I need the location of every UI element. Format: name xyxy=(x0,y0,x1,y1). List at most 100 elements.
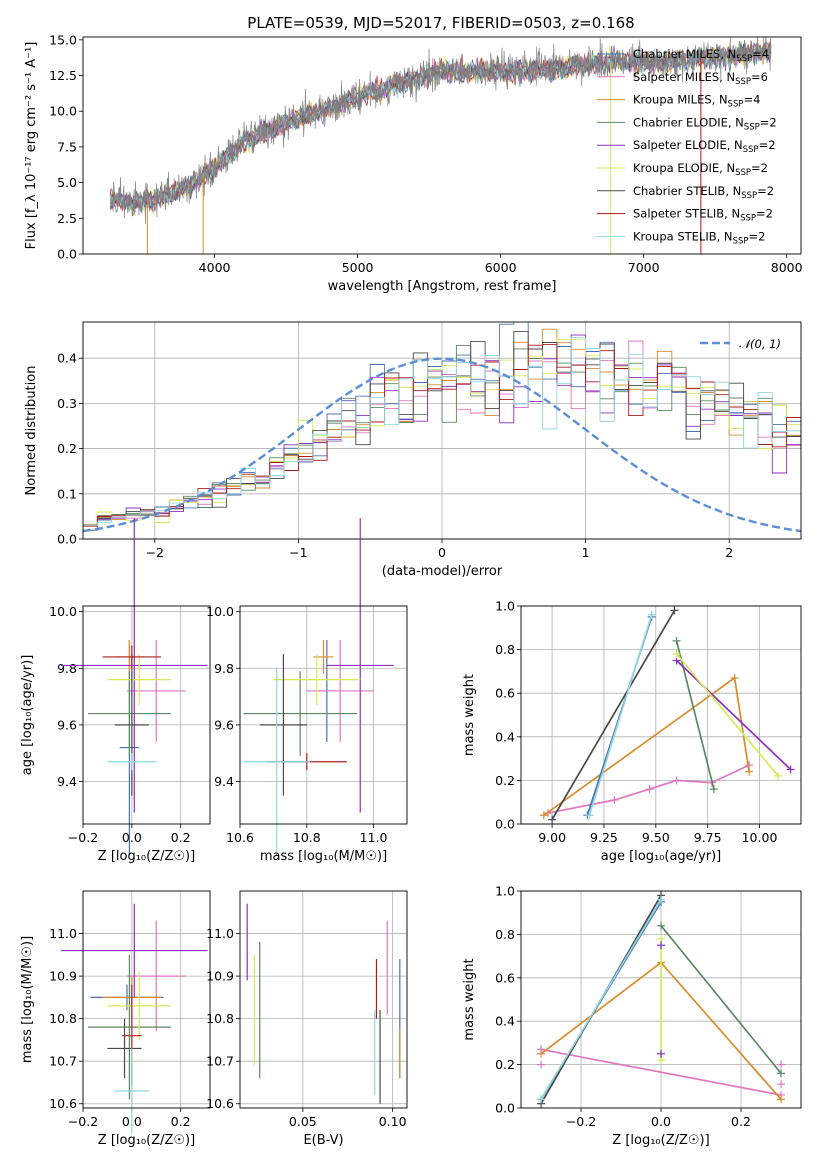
y-tick-label: 5.0 xyxy=(57,175,77,190)
x-tick-label: 0.2 xyxy=(731,1114,751,1129)
legend-label: Salpeter MILES, N xyxy=(633,70,735,84)
legend-entry: Salpeter STELIB, NSSP=2 xyxy=(633,207,773,224)
x-tick-label: 5000 xyxy=(342,260,374,275)
legend-label: 𝒩(0, 1) xyxy=(739,337,781,351)
axes-frame xyxy=(82,36,802,255)
model-spectrum-line xyxy=(109,42,772,211)
x-tick-label: −0.2 xyxy=(68,1114,98,1129)
legend-label: Chabrier ELODIE, N xyxy=(633,115,744,129)
x-axis-label: mass [log₁₀(M/M☉)] xyxy=(260,849,387,864)
histogram-step-line xyxy=(83,344,801,527)
histogram-step-line xyxy=(83,337,801,526)
x-tick-label: 0.0 xyxy=(651,1114,671,1129)
x-axis-label: age [log₁₀(age/yr)] xyxy=(601,849,722,864)
legend-suffix: =4 xyxy=(752,47,769,61)
x-tick-label: 9.50 xyxy=(642,830,670,845)
errorbar-salpeter_miles xyxy=(306,639,374,742)
y-tick-label: 0.8 xyxy=(495,927,515,942)
x-tick-label: 0.2 xyxy=(171,830,191,845)
errorbar-salpeter_elodie xyxy=(61,903,208,998)
x-tick-label: 0.0 xyxy=(122,830,142,845)
x-tick-label: 1 xyxy=(582,545,590,560)
y-tick-label: 9.4 xyxy=(214,774,234,789)
x-tick-label: 9.25 xyxy=(590,830,618,845)
y-tick-label: 0.0 xyxy=(57,247,77,262)
age-vs-z-panel: −0.2 0.0 0.2 9.4 9.6 9.8 10.0 Z [log₁₀(Z/Z☉)] ag… xyxy=(20,518,211,864)
y-tick-label: 10.9 xyxy=(49,969,77,984)
y-tick-label: 1.0 xyxy=(495,599,515,614)
series-line xyxy=(676,659,792,771)
errorbar-chabrier_elodie xyxy=(87,954,171,1100)
x-tick-label: 10.8 xyxy=(293,830,321,845)
series-line xyxy=(551,609,676,821)
axes-frame xyxy=(520,890,802,1109)
x-tick-label: −0.2 xyxy=(68,830,98,845)
y-tick-label: 12.5 xyxy=(49,68,77,83)
series-kroupa_elodie xyxy=(672,649,783,781)
errorbar-salpeter_miles xyxy=(126,639,186,742)
legend-label: Salpeter ELODIE, N xyxy=(633,138,743,152)
histogram-step-line xyxy=(83,334,801,526)
x-axis-label: wavelength [Angstrom, rest frame] xyxy=(328,279,557,294)
x-tick-label: 0 xyxy=(438,545,446,560)
errorbar-salpeter_miles xyxy=(126,920,186,1032)
y-tick-label: 10.6 xyxy=(206,1096,234,1111)
legend-entry: Kroupa STELIB, NSSP=2 xyxy=(633,229,765,246)
y-axis-label: mass weight xyxy=(462,958,477,1040)
axes-frame xyxy=(82,605,211,825)
x-axis-label: E(B-V) xyxy=(303,1133,343,1148)
legend-suffix: =2 xyxy=(760,115,777,129)
legend-label: Kroupa MILES, N xyxy=(633,93,728,107)
x-tick-label: −1 xyxy=(289,545,307,560)
histogram-step-line xyxy=(83,340,801,525)
spectrum-lines xyxy=(109,37,772,254)
y-tick-label: 0.0 xyxy=(495,817,515,832)
x-axis-label: Z [log₁₀(Z/Z☉)] xyxy=(612,1133,709,1148)
errorbar-salpeter_elodie xyxy=(61,518,208,813)
errorbar-salpeter_stelib xyxy=(102,645,162,669)
histogram-step-line xyxy=(83,341,801,526)
histogram-step-line xyxy=(83,328,801,527)
massweight-vs-age-panel: 9.00 9.25 9.50 9.75 10.00 0.0 0.2 0.4 0.6 0.8 1.0 a… xyxy=(462,599,802,864)
x-tick-label: 9.00 xyxy=(538,830,566,845)
legend-entry: Kroupa ELODIE, NSSP=2 xyxy=(633,161,768,178)
legend-label: Kroupa ELODIE, N xyxy=(633,161,735,175)
model-spectrum-line xyxy=(109,41,772,210)
y-tick-label: 15.0 xyxy=(49,32,77,47)
errorbar-kroupa_elodie xyxy=(107,971,171,1040)
x-tick-label: 7000 xyxy=(628,260,660,275)
age-vs-mass-panel: 10.6 10.8 11.0 9.4 9.6 9.8 10.0 mass [log₁₀(M/M… xyxy=(206,518,408,864)
histogram-step-line xyxy=(83,330,801,531)
y-tick-label: 9.8 xyxy=(57,661,77,676)
y-tick-label: 0.2 xyxy=(57,441,77,456)
y-axis-label: age [log₁₀(age/yr)] xyxy=(20,655,35,776)
legend-label: Chabrier MILES, N xyxy=(633,47,736,61)
x-tick-label: 0.2 xyxy=(171,1114,191,1129)
massweight-vs-z-panel: −0.2 0.0 0.2 0.0 0.2 0.4 0.6 0.8 1.0 Z [log₁₀(Z/Z… xyxy=(462,884,802,1148)
x-tick-label: 8000 xyxy=(771,260,803,275)
errorbar-kroupa_elodie xyxy=(273,654,361,706)
series-kroupa_stelib xyxy=(585,610,656,820)
y-axis-label: mass weight xyxy=(462,674,477,756)
y-tick-label: 10.9 xyxy=(206,969,234,984)
y-tick-label: 2.5 xyxy=(57,211,77,226)
y-tick-label: 0.8 xyxy=(495,642,515,657)
series-line xyxy=(543,676,750,816)
x-tick-label: 10.00 xyxy=(742,830,778,845)
y-tick-label: 10.8 xyxy=(206,1011,234,1026)
markers-salpeter_miles xyxy=(537,1045,785,1089)
errorbar-chabrier_stelib xyxy=(114,654,149,796)
legend-subscript: SSP xyxy=(740,214,756,224)
axes-frame xyxy=(82,890,211,1109)
spectrum-panel: 4000 5000 6000 7000 8000 0.0 2.5 5.0 7.5 10.0 12.5… xyxy=(24,32,803,294)
y-tick-label: 0.0 xyxy=(495,1101,515,1116)
series-line xyxy=(675,653,779,777)
legend-subscript: SSP xyxy=(736,54,752,64)
y-tick-label: 0.6 xyxy=(495,686,515,701)
x-tick-label: 0.05 xyxy=(289,1114,317,1129)
y-tick-label: 10.7 xyxy=(49,1054,77,1069)
legend-suffix: =2 xyxy=(756,207,773,221)
y-tick-label: 7.5 xyxy=(57,139,77,154)
x-tick-label: 6000 xyxy=(485,260,517,275)
y-tick-label: 11.0 xyxy=(206,926,234,941)
